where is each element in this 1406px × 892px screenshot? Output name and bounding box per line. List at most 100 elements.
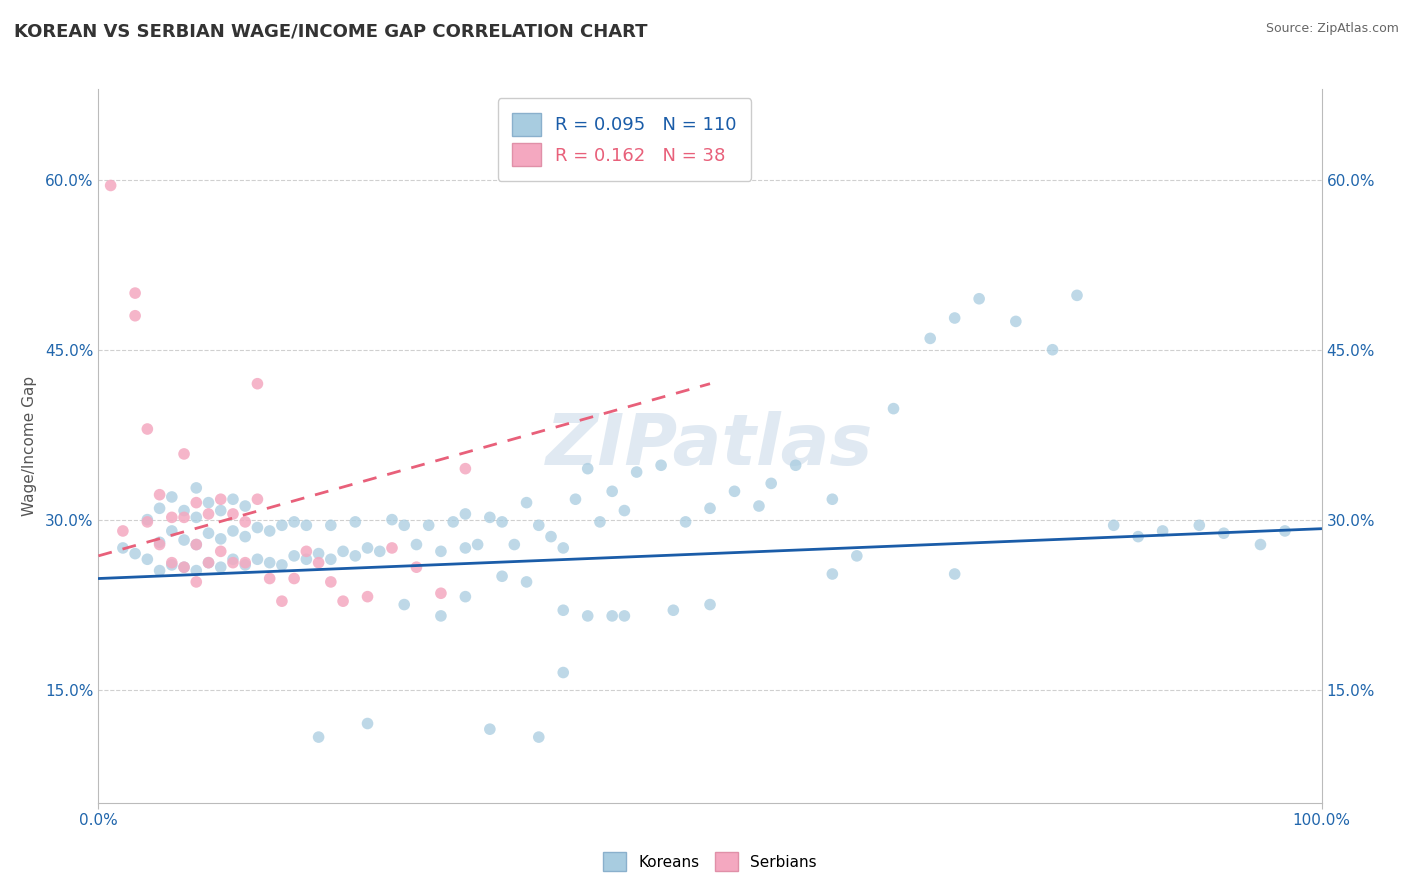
Text: ZIPatlas: ZIPatlas	[547, 411, 873, 481]
Point	[295, 544, 318, 558]
Point	[553, 603, 575, 617]
Point	[613, 503, 636, 517]
Point	[149, 564, 172, 578]
Point	[283, 515, 305, 529]
Point	[270, 594, 294, 608]
Point	[675, 515, 697, 529]
Point	[356, 590, 378, 604]
Point	[967, 292, 990, 306]
Point	[197, 507, 219, 521]
Point	[405, 537, 427, 551]
Point	[246, 520, 269, 534]
Point	[173, 510, 195, 524]
Point	[160, 556, 183, 570]
Legend: Koreans, Serbians: Koreans, Serbians	[598, 847, 823, 877]
Point	[295, 552, 318, 566]
Point	[553, 541, 575, 555]
Point	[186, 537, 208, 551]
Point	[319, 518, 342, 533]
Point	[344, 515, 367, 529]
Point	[149, 537, 172, 551]
Point	[209, 532, 232, 546]
Point	[186, 495, 208, 509]
Point	[197, 556, 219, 570]
Point	[295, 518, 318, 533]
Point	[418, 518, 440, 533]
Point	[1274, 524, 1296, 538]
Point	[111, 541, 134, 555]
Point	[173, 533, 195, 547]
Point	[883, 401, 905, 416]
Point	[1128, 530, 1150, 544]
Point	[405, 560, 427, 574]
Point	[209, 503, 232, 517]
Point	[478, 510, 501, 524]
Text: Source: ZipAtlas.com: Source: ZipAtlas.com	[1265, 22, 1399, 36]
Point	[233, 556, 256, 570]
Point	[160, 558, 183, 572]
Point	[1004, 314, 1026, 328]
Point	[576, 461, 599, 475]
Point	[160, 524, 183, 538]
Point	[197, 495, 219, 509]
Point	[821, 492, 844, 507]
Point	[233, 530, 256, 544]
Point	[845, 549, 868, 563]
Point	[430, 544, 453, 558]
Point	[1066, 288, 1088, 302]
Point	[381, 513, 404, 527]
Point	[553, 665, 575, 680]
Point	[454, 461, 477, 475]
Point	[564, 492, 586, 507]
Point	[600, 608, 623, 623]
Point	[209, 492, 232, 507]
Point	[319, 552, 342, 566]
Point	[270, 518, 294, 533]
Point	[222, 507, 245, 521]
Point	[332, 594, 354, 608]
Point	[600, 484, 623, 499]
Point	[368, 544, 391, 558]
Point	[1102, 518, 1125, 533]
Point	[332, 544, 354, 558]
Point	[920, 331, 942, 345]
Point	[515, 574, 537, 589]
Point	[173, 560, 195, 574]
Point	[246, 552, 269, 566]
Point	[723, 484, 745, 499]
Point	[430, 608, 453, 623]
Point	[283, 572, 305, 586]
Point	[186, 537, 208, 551]
Y-axis label: Wage/Income Gap: Wage/Income Gap	[21, 376, 37, 516]
Point	[173, 503, 195, 517]
Point	[259, 524, 281, 538]
Point	[1249, 537, 1271, 551]
Point	[344, 549, 367, 563]
Point	[136, 422, 159, 436]
Point	[821, 566, 844, 581]
Point	[319, 574, 342, 589]
Point	[1042, 343, 1064, 357]
Point	[233, 515, 256, 529]
Point	[149, 501, 172, 516]
Point	[136, 513, 159, 527]
Point	[222, 556, 245, 570]
Point	[1188, 518, 1211, 533]
Point	[662, 603, 685, 617]
Point	[136, 515, 159, 529]
Point	[699, 598, 721, 612]
Point	[186, 481, 208, 495]
Point	[491, 569, 513, 583]
Point	[246, 376, 269, 391]
Point	[381, 541, 404, 555]
Point	[209, 544, 232, 558]
Point	[491, 515, 513, 529]
Point	[576, 608, 599, 623]
Point	[454, 590, 477, 604]
Point	[149, 488, 172, 502]
Point	[186, 510, 208, 524]
Point	[259, 572, 281, 586]
Point	[186, 574, 208, 589]
Point	[160, 510, 183, 524]
Text: KOREAN VS SERBIAN WAGE/INCOME GAP CORRELATION CHART: KOREAN VS SERBIAN WAGE/INCOME GAP CORREL…	[14, 22, 648, 40]
